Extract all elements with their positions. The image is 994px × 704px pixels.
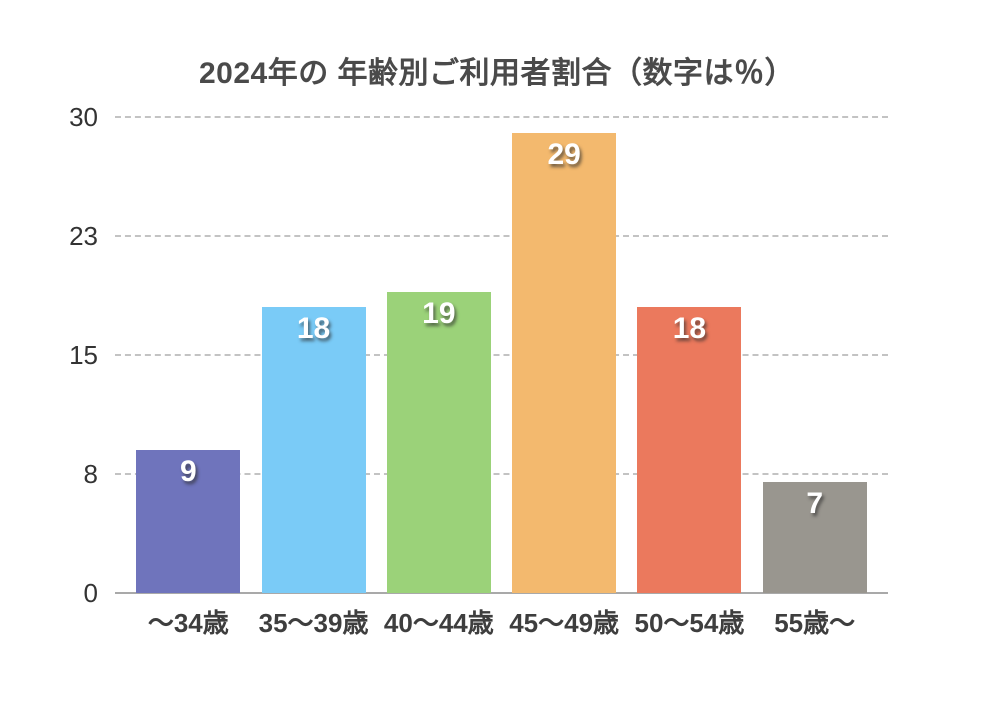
y-tick-label: 15 <box>69 340 98 370</box>
y-tick-label: 8 <box>83 459 98 489</box>
x-category-label: 55歳～ <box>774 608 856 638</box>
bar-40～44歳: 19 <box>386 292 491 593</box>
bar-value-label: 29 <box>547 138 581 171</box>
bar-series: 9 18 19 29 18 7 <box>115 117 888 593</box>
bar-value-label: 18 <box>672 312 707 345</box>
y-tick-label: 0 <box>83 578 98 608</box>
x-label-cell: 45～49歳 <box>509 603 620 640</box>
chart-title: 2024年の 年齢別ご利用者割合（数字は％） <box>198 57 796 90</box>
plot-area: 9 18 19 29 18 7 <box>115 116 888 594</box>
gridline-15 <box>115 354 888 356</box>
bar-value-label: 7 <box>806 487 824 520</box>
bar-55歳～: 7 <box>762 482 867 593</box>
x-label-cell: 50～54歳 <box>634 603 745 640</box>
gridline-23 <box>115 235 888 237</box>
bar-35～39歳: 18 <box>261 307 366 593</box>
x-label-cell: ～34歳 <box>136 603 240 640</box>
bar-50～54歳: 18 <box>637 307 742 593</box>
y-tick-label: 23 <box>69 221 98 251</box>
x-axis-line <box>115 592 888 594</box>
bar-value-label: 9 <box>179 455 197 488</box>
y-tick-label: 30 <box>69 102 98 132</box>
x-category-label: 45～49歳 <box>509 608 620 638</box>
bar-value-label: 19 <box>422 297 456 330</box>
x-category-label: 35～39歳 <box>258 608 369 638</box>
x-category-label: 40～44歳 <box>383 608 494 638</box>
x-axis-category-labels: ～34歳 35～39歳 40～44歳 45～49歳 50～54歳 55歳～ <box>115 603 888 640</box>
x-label-cell: 55歳～ <box>763 603 867 640</box>
gridline-30 <box>115 116 888 118</box>
x-category-label: ～34歳 <box>147 608 229 638</box>
x-label-cell: 40～44歳 <box>383 603 494 640</box>
gridline-8 <box>115 473 888 475</box>
bar-45～49歳: 29 <box>512 133 617 593</box>
x-label-cell: 35～39歳 <box>258 603 369 640</box>
bar-～34歳: 9 <box>136 450 241 593</box>
x-category-label: 50～54歳 <box>634 608 745 638</box>
bar-value-label: 18 <box>296 312 331 345</box>
